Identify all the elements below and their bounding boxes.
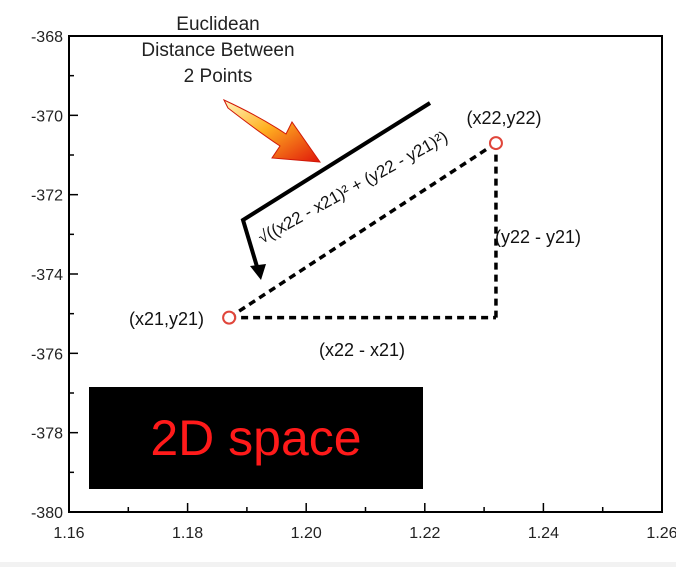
y-tick-label: -372 (31, 188, 63, 205)
point-marker-1 (222, 310, 237, 325)
y-tick-label: -380 (31, 505, 63, 522)
point1-label: (x21,y21) (129, 309, 204, 329)
space-banner (89, 387, 423, 489)
data-points (222, 136, 503, 325)
axis-ticks: 1.16 1.18 1.20 1.22 1.24 1.26 -368 -370 -372 -374… (31, 29, 676, 542)
formula-bracket (240, 101, 432, 271)
title-line-3: 2 Points (184, 66, 253, 87)
pointer-arrow-icon (222, 98, 322, 163)
dy-label: (y22 - y21) (495, 227, 581, 247)
y-tick-label: -368 (31, 29, 63, 46)
x-tick-label: 1.16 (53, 525, 84, 542)
dx-label: (x22 - x21) (319, 340, 405, 360)
x-tick-label: 1.20 (291, 525, 322, 542)
bracket-arrowhead-icon (250, 264, 266, 280)
point2-label: (x22,y22) (466, 108, 541, 128)
title-line-2: Distance Between (141, 40, 294, 61)
distance-line (228, 141, 497, 320)
x-tick-label: 1.22 (409, 525, 440, 542)
x-tick-label: 1.26 (646, 525, 676, 542)
title-line-1: Euclidean (176, 14, 259, 35)
distance-triangle (228, 141, 498, 320)
x-tick-label: 1.18 (172, 525, 203, 542)
y-tick-label: -378 (31, 426, 63, 443)
y-tick-label: -376 (31, 346, 63, 363)
space-banner-text: 2D space (150, 410, 361, 466)
y-tick-label: -370 (31, 108, 63, 125)
point-marker-2 (488, 136, 503, 151)
x-tick-label: 1.24 (528, 525, 559, 542)
y-tick-label: -374 (31, 267, 63, 284)
